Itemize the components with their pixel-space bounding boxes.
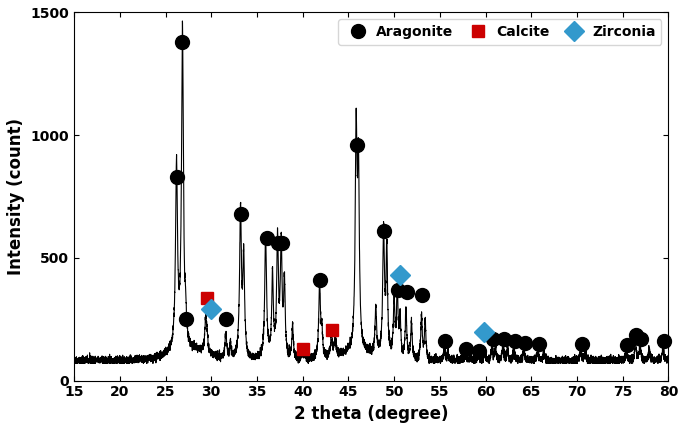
Legend: Aragonite, Calcite, Zirconia: Aragonite, Calcite, Zirconia — [338, 19, 662, 44]
X-axis label: 2 theta (degree): 2 theta (degree) — [294, 405, 449, 423]
Y-axis label: Intensity (count): Intensity (count) — [7, 118, 25, 275]
